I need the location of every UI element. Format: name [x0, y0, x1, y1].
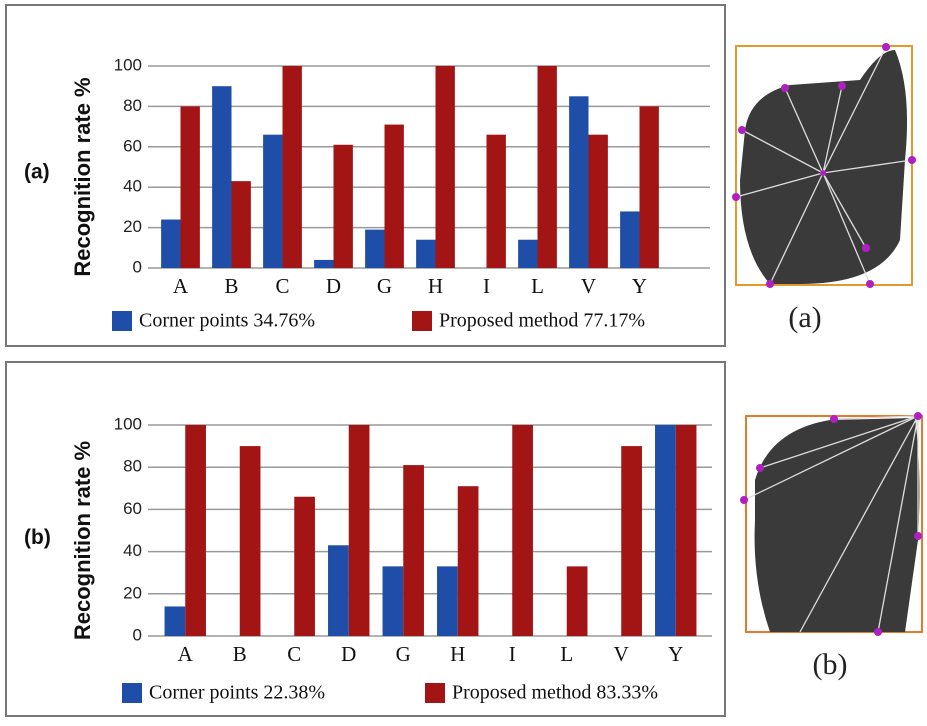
y-tick-label: 40 — [123, 177, 142, 196]
bar — [436, 66, 455, 268]
x-tick-label: L — [531, 274, 544, 298]
bar — [294, 497, 315, 636]
bar — [589, 135, 608, 268]
x-tick-label: I — [483, 274, 490, 298]
bar — [334, 145, 353, 268]
bar — [181, 106, 200, 268]
y-tick-label: 40 — [123, 541, 142, 560]
y-tick-label: 60 — [123, 499, 142, 518]
hand-image — [732, 43, 916, 288]
x-tick-label: V — [614, 642, 629, 666]
y-tick-label: 20 — [123, 217, 142, 236]
y-axis-label: Recognition rate % — [70, 441, 95, 640]
panel-label: (b) — [24, 526, 51, 549]
bar — [538, 66, 557, 268]
x-tick-label: I — [509, 642, 516, 666]
x-tick-label: H — [428, 274, 443, 298]
bar — [185, 425, 206, 636]
bar — [437, 566, 458, 636]
legend-label: Proposed method 77.17% — [439, 310, 645, 332]
x-tick-label: B — [224, 274, 238, 298]
bar — [621, 446, 642, 636]
y-tick-label: 80 — [123, 96, 142, 115]
y-tick-label: 100 — [114, 414, 142, 433]
figure: (a) (b) (a) Recognition rate % 0 20 40 60 80 10… — [0, 0, 927, 721]
bar — [349, 425, 370, 636]
x-tick-label: D — [341, 642, 356, 666]
x-tick-label: L — [560, 642, 573, 666]
legend-swatch — [425, 683, 445, 703]
bar — [655, 425, 676, 636]
x-tick-label: Y — [632, 274, 647, 298]
bar — [165, 606, 186, 636]
bar — [620, 211, 639, 268]
y-axis-label: Recognition rate % — [70, 77, 95, 276]
bar — [283, 66, 302, 268]
bar — [676, 425, 697, 636]
bar — [518, 240, 537, 268]
bar — [212, 86, 231, 268]
bar — [328, 545, 349, 636]
y-tick-label: 100 — [114, 55, 142, 74]
x-tick-label: V — [581, 274, 596, 298]
bar — [385, 125, 404, 268]
bar — [416, 240, 435, 268]
x-tick-label: G — [396, 642, 411, 666]
bar — [263, 135, 282, 268]
y-tick-label: 0 — [133, 625, 142, 644]
x-tick-label: H — [450, 642, 465, 666]
x-tick-label: C — [287, 642, 301, 666]
bar — [487, 135, 506, 268]
bar — [240, 446, 261, 636]
x-tick-label: C — [275, 274, 289, 298]
legend-swatch — [122, 683, 142, 703]
legend-label: Corner points 34.76% — [139, 310, 315, 332]
image-label: (a) — [788, 301, 821, 334]
bar — [567, 566, 588, 636]
image-label: (b) — [813, 648, 848, 681]
x-tick-label: D — [326, 274, 341, 298]
bar — [383, 566, 404, 636]
bar — [403, 465, 424, 636]
x-tick-label: A — [173, 274, 189, 298]
bar — [512, 425, 533, 636]
bar — [161, 220, 180, 268]
y-tick-label: 0 — [133, 257, 142, 276]
y-tick-label: 60 — [123, 136, 142, 155]
y-tick-label: 20 — [123, 583, 142, 602]
hand-image — [740, 412, 922, 636]
bar — [640, 106, 659, 268]
x-tick-label: Y — [668, 642, 683, 666]
legend-label: Proposed method 83.33% — [452, 682, 658, 704]
bar — [314, 260, 333, 268]
x-tick-label: B — [233, 642, 247, 666]
panel-label: (a) — [24, 161, 50, 184]
y-tick-label: 80 — [123, 457, 142, 476]
legend-label: Corner points 22.38% — [149, 682, 325, 704]
bar — [232, 181, 251, 268]
x-tick-label: A — [178, 642, 194, 666]
x-tick-label: G — [377, 274, 392, 298]
legend-swatch — [112, 311, 132, 331]
legend-swatch — [412, 311, 432, 331]
bar — [569, 96, 588, 268]
bar — [458, 486, 479, 636]
bar — [365, 230, 384, 268]
